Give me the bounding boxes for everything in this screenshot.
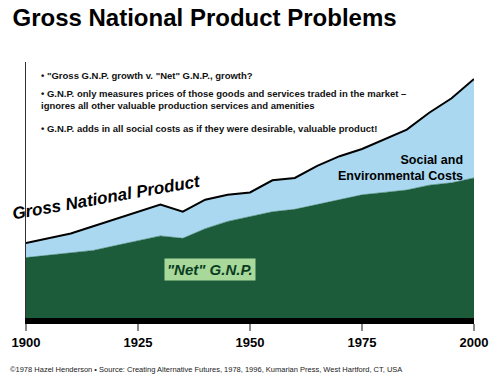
svg-text:2000: 2000	[460, 335, 489, 350]
svg-text:Gross National Product Problem: Gross National Product Problems	[13, 4, 397, 31]
svg-text:• G.N.P. only measures prices: • G.N.P. only measures prices of those g…	[41, 88, 406, 111]
svg-text:"Net" G.N.P.: "Net" G.N.P.	[167, 261, 253, 278]
svg-text:Gross National Product: Gross National Product	[11, 172, 203, 224]
svg-text:1950: 1950	[236, 335, 265, 350]
svg-text:Social andEnvironmental Costs: Social andEnvironmental Costs	[338, 153, 463, 183]
svg-text:1925: 1925	[124, 335, 153, 350]
svg-text:1900: 1900	[12, 335, 41, 350]
svg-text:• "Gross G.N.P. growth v. "Net: • "Gross G.N.P. growth v. "Net" G.N.P., …	[41, 70, 253, 81]
svg-text:• G.N.P. adds in all social co: • G.N.P. adds in all social costs as if …	[41, 123, 377, 134]
svg-text:©1978 Hazel Henderson • Source: ©1978 Hazel Henderson • Source: Creating…	[10, 365, 402, 374]
svg-text:1975: 1975	[348, 335, 377, 350]
